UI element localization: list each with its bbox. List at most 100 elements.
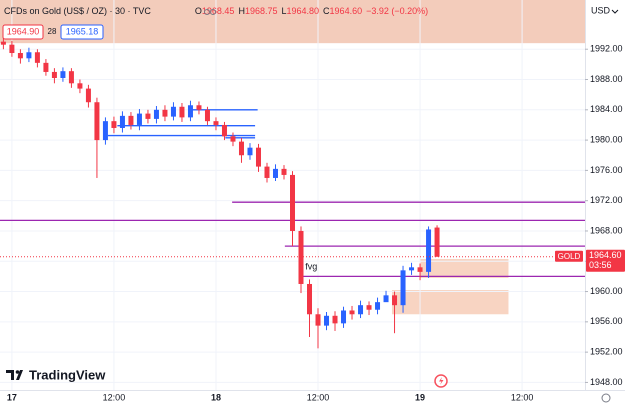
- candle-body: [238, 141, 244, 156]
- candle-body: [145, 113, 151, 119]
- spread: 28: [48, 27, 57, 36]
- candle-body: [162, 109, 168, 117]
- annotation: fvg: [305, 262, 317, 272]
- candle-body: [417, 267, 423, 272]
- candle-body: [221, 124, 227, 137]
- candle-body: [315, 314, 321, 326]
- candle-body: [94, 102, 100, 141]
- brand: TradingView: [29, 367, 106, 382]
- y-tick-label: 1952.00: [590, 347, 623, 357]
- status-dot: [204, 9, 210, 15]
- candle-body: [153, 109, 159, 119]
- candle-body: [264, 166, 270, 178]
- zone: [391, 290, 509, 315]
- logo-mark: [15, 370, 20, 374]
- ohlc-value: 1964.80: [287, 6, 320, 16]
- symbol-tag: GOLD: [558, 252, 581, 261]
- symbol-tag-bg: [555, 250, 583, 262]
- candle-body: [26, 52, 32, 59]
- event-bolt[interactable]: [439, 377, 444, 385]
- candle-body: [298, 230, 304, 284]
- countdown: 03:56: [589, 260, 612, 270]
- y-tick-label: 1972.00: [590, 195, 623, 205]
- ohlc-key: C: [323, 6, 330, 16]
- candle-body: [0, 41, 6, 45]
- candle-body: [77, 83, 83, 89]
- ohlc-value: 1964.60: [330, 6, 363, 16]
- currency-caret[interactable]: [611, 9, 619, 14]
- y-tick-label: 1992.00: [590, 44, 623, 54]
- y-tick-label: 1976.00: [590, 165, 623, 175]
- status-dot: [210, 9, 216, 15]
- candle-body: [196, 105, 202, 110]
- last-price-label: 1964.60: [589, 250, 622, 260]
- candle-body: [204, 109, 210, 122]
- candle-body: [255, 147, 261, 167]
- candle-body: [349, 310, 355, 315]
- candle-body: [341, 310, 347, 324]
- settings-icon[interactable]: [601, 393, 611, 403]
- ohlc-key: O: [195, 6, 202, 16]
- candle-body: [60, 71, 66, 78]
- x-tick-label: 12:00: [307, 392, 330, 402]
- header: CFDs on Gold (US$ / OZ) · 30 · TVC O1968.…: [4, 6, 428, 16]
- ask-box[interactable]: [60, 24, 104, 40]
- logo-mark: [16, 370, 23, 380]
- candle-body: [213, 121, 219, 125]
- candle-body: [332, 315, 338, 324]
- logo-mark: [6, 370, 14, 380]
- event-icon[interactable]: [434, 374, 448, 388]
- candle-body: [179, 106, 185, 118]
- ohlc-key: H: [238, 6, 245, 16]
- candle-body: [119, 115, 125, 128]
- logo: TradingView: [6, 367, 106, 382]
- x-tick-label: 17: [7, 392, 17, 402]
- x-tick-label: 18: [211, 392, 221, 402]
- candle-body: [400, 270, 406, 306]
- y-tick-label: 1984.00: [590, 104, 623, 114]
- bid-box[interactable]: [2, 24, 44, 40]
- candle-body: [392, 295, 398, 306]
- candle-body: [272, 168, 278, 178]
- bid[interactable]: 1964.90: [7, 26, 40, 36]
- candle-body: [51, 71, 57, 78]
- candle-body: [247, 147, 253, 156]
- candle-body: [230, 136, 236, 142]
- y-tick-label: 1980.00: [590, 134, 623, 144]
- currency[interactable]: USD: [591, 5, 611, 15]
- candle-body: [383, 295, 389, 303]
- candle-body: [426, 229, 432, 272]
- ask[interactable]: 1965.18: [66, 26, 99, 36]
- candle-body: [409, 267, 415, 271]
- candle-body: [434, 227, 440, 257]
- last-price-bg: [586, 249, 625, 272]
- plot: fvg: [0, 35, 585, 349]
- candle-body: [170, 106, 176, 117]
- x-tick-label: 12:00: [103, 392, 126, 402]
- candle-body: [43, 62, 49, 72]
- title: CFDs on Gold (US$ / OZ) · 30 · TVC: [4, 6, 151, 16]
- candle-body: [85, 88, 91, 103]
- candle-body: [358, 305, 364, 315]
- ohlc-key: L: [281, 6, 286, 16]
- candle-body: [136, 113, 142, 125]
- change: −3.92 (−0.20%): [366, 6, 428, 16]
- candle-body: [290, 174, 295, 231]
- plot-background: [0, 0, 585, 390]
- candle-body: [68, 71, 74, 84]
- y-tick-label: 1948.00: [590, 377, 623, 387]
- candle-body: [9, 44, 15, 54]
- candle-body: [307, 283, 313, 315]
- candle-body: [366, 305, 372, 310]
- candle-body: [324, 315, 330, 326]
- candle-body: [128, 115, 134, 125]
- y-tick-label: 1968.00: [590, 225, 623, 235]
- x-tick-label: 12:00: [511, 392, 534, 402]
- candle-body: [34, 52, 40, 63]
- x-tick-label: 19: [415, 392, 425, 402]
- y-tick-label: 1960.00: [590, 286, 623, 296]
- y-tick-label: 1956.00: [590, 316, 623, 326]
- ohlc-value: 1968.45: [202, 6, 235, 16]
